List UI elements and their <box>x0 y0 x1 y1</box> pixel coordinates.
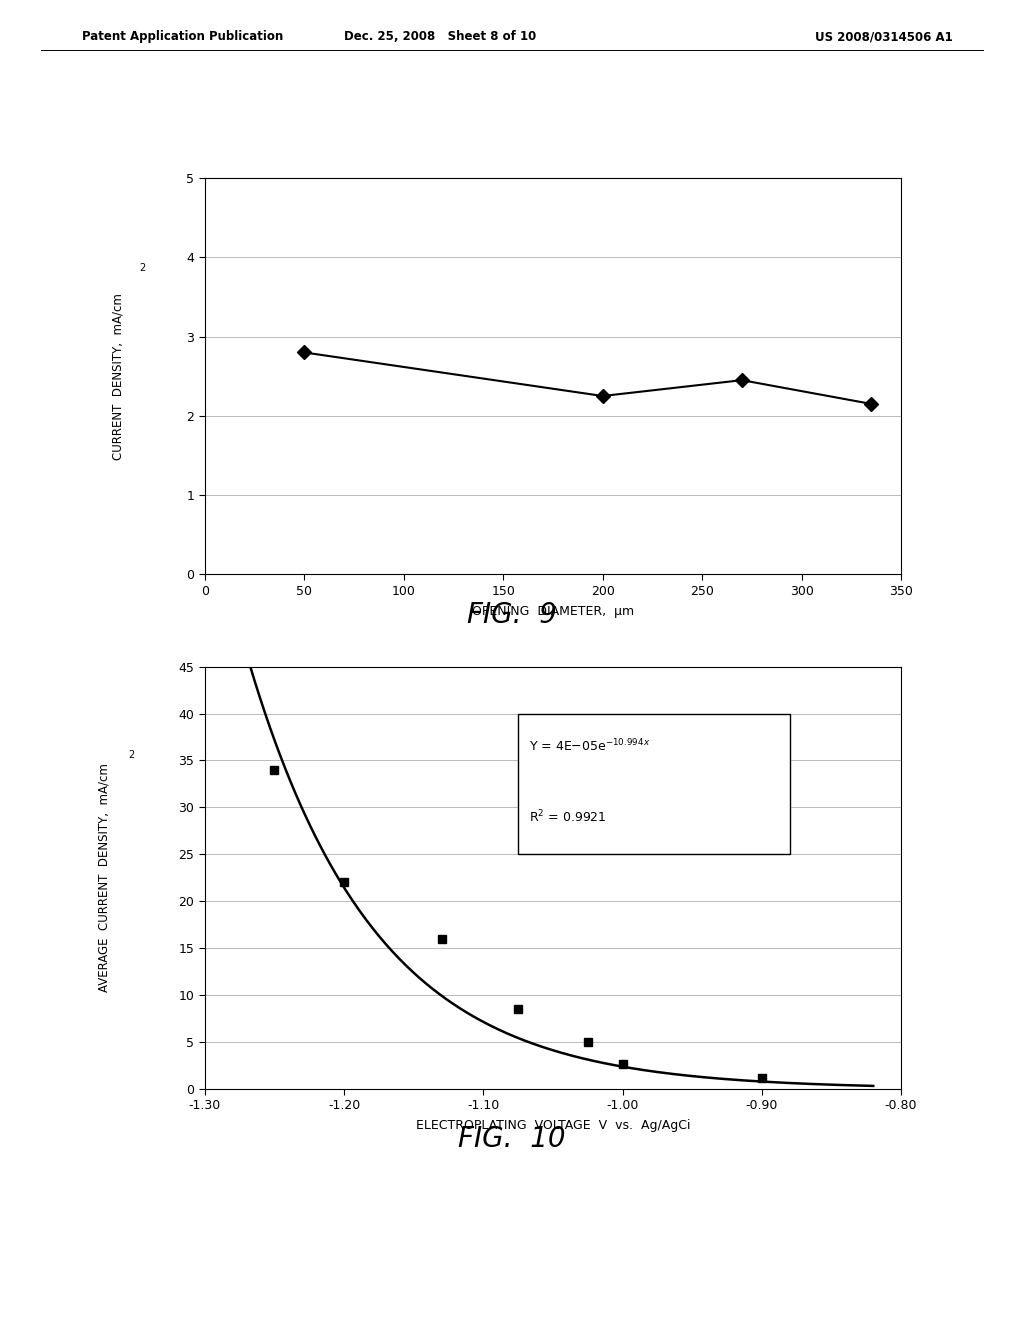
Text: Dec. 25, 2008   Sheet 8 of 10: Dec. 25, 2008 Sheet 8 of 10 <box>344 30 537 44</box>
Text: US 2008/0314506 A1: US 2008/0314506 A1 <box>814 30 952 44</box>
FancyBboxPatch shape <box>518 714 790 854</box>
Text: CURRENT  DENSITY,  mA/cm: CURRENT DENSITY, mA/cm <box>112 293 124 459</box>
Text: FIG.  9: FIG. 9 <box>467 601 557 628</box>
Text: AVERAGE  CURRENT  DENSITY,  mA/cm: AVERAGE CURRENT DENSITY, mA/cm <box>97 763 111 993</box>
Text: R$^{2}$ = 0.9921: R$^{2}$ = 0.9921 <box>529 808 606 825</box>
X-axis label: ELECTROPLATING  VOLTAGE  V  vs.  Ag/AgCi: ELECTROPLATING VOLTAGE V vs. Ag/AgCi <box>416 1119 690 1133</box>
Text: Y = 4E$-$05e$^{-10.994x}$: Y = 4E$-$05e$^{-10.994x}$ <box>529 738 650 755</box>
Text: 2: 2 <box>129 750 135 759</box>
Text: Patent Application Publication: Patent Application Publication <box>82 30 284 44</box>
Text: 2: 2 <box>139 263 145 273</box>
Text: FIG.  10: FIG. 10 <box>459 1125 565 1152</box>
X-axis label: OPENING  DIAMETER,  μm: OPENING DIAMETER, μm <box>472 605 634 618</box>
